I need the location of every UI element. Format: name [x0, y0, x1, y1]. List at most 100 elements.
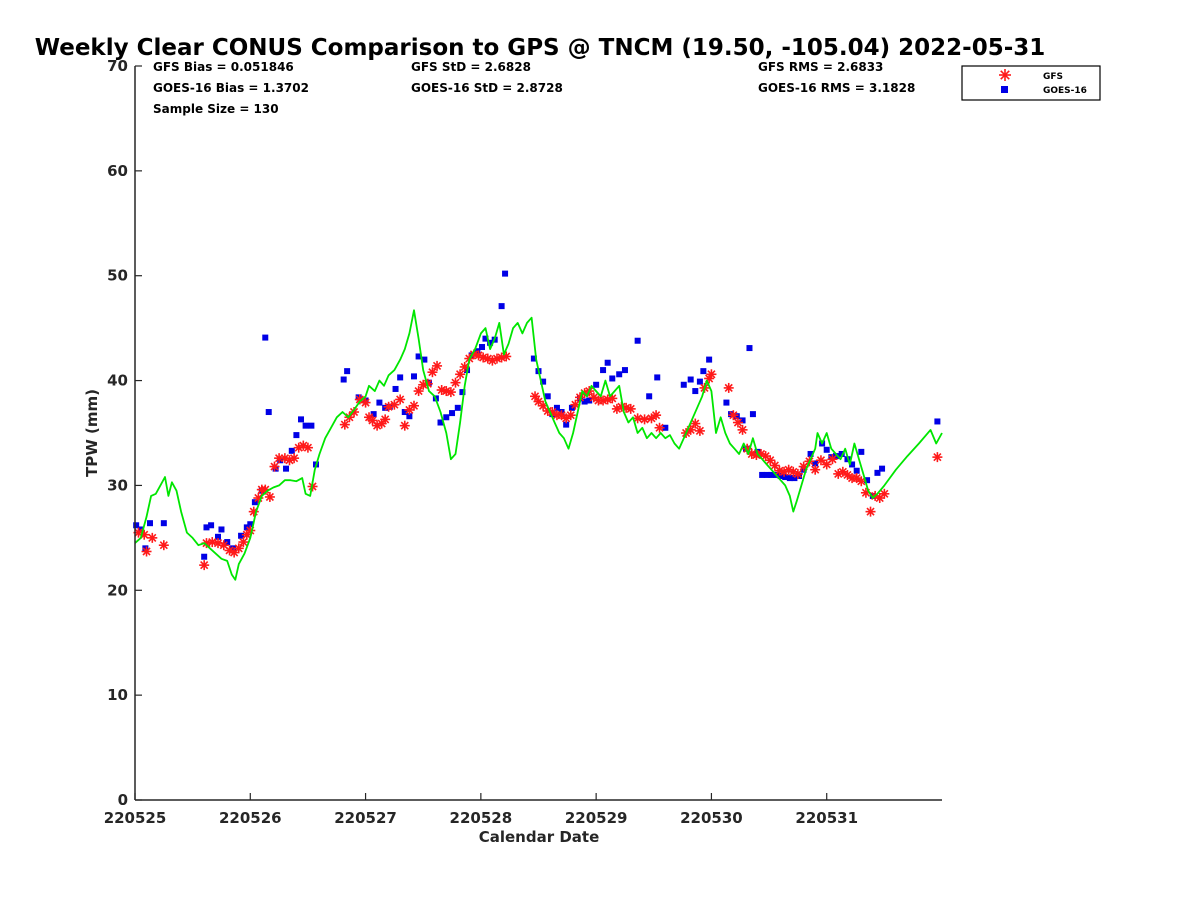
goes16-point [692, 388, 699, 395]
y-tick-label: 40 [107, 372, 128, 390]
gfs-point [427, 367, 438, 378]
statistics-panel: GFS Bias = 0.051846 GFS StD = 2.6828 GFS… [153, 60, 915, 116]
gfs-point [694, 425, 705, 436]
goes16-point [777, 472, 784, 479]
goes16-point [782, 474, 789, 481]
gfs-point [792, 468, 803, 479]
goes16-point [807, 450, 814, 457]
goes16-point [293, 432, 300, 439]
goes16-point [864, 477, 871, 484]
goes16-point [616, 371, 623, 378]
goes16-std: GOES-16 StD = 2.8728 [411, 81, 563, 95]
goes16-point [700, 368, 707, 375]
goes16-point [646, 393, 653, 400]
goes16-point [340, 376, 347, 383]
goes16-point [749, 411, 756, 418]
goes16-point [160, 520, 167, 527]
goes16-point [746, 345, 753, 352]
gfs-point [455, 369, 466, 380]
y-axis-label: TPW (mm) [83, 389, 101, 477]
gfs-point [360, 397, 371, 408]
goes16-point [723, 399, 730, 406]
goes16-point [879, 465, 886, 472]
gfs-point [865, 506, 876, 517]
gfs-point [690, 418, 701, 429]
goes16-point [609, 375, 616, 382]
goes16-point [437, 419, 444, 426]
gfs-point [783, 464, 794, 475]
goes16-point [786, 475, 793, 482]
goes16-point [421, 356, 428, 363]
goes16-point [201, 553, 208, 560]
goes16-point [858, 448, 865, 455]
goes16-point [288, 447, 295, 454]
gfs-point [651, 410, 662, 421]
series-gps-line [134, 309, 943, 581]
y-tick-label: 50 [107, 267, 128, 285]
goes16-point [208, 522, 215, 529]
gfs-point [565, 410, 576, 421]
gfs-point [530, 391, 541, 402]
gfs-point [815, 455, 826, 466]
gfs-point [827, 454, 838, 465]
gfs-point [147, 532, 158, 543]
gfs-point [625, 403, 636, 414]
goes16-point [238, 532, 245, 539]
goes16-point [530, 355, 537, 362]
goes16-bias: GOES-16 Bias = 1.3702 [153, 81, 309, 95]
series-gfs [133, 349, 943, 571]
gfs-point [399, 420, 410, 431]
goes16-point [581, 398, 588, 405]
goes16-point [696, 378, 703, 385]
gfs-point [932, 452, 943, 463]
goes16-point [265, 409, 272, 416]
legend-gfs-label: GFS [1043, 72, 1063, 82]
goes16-point [382, 404, 389, 411]
goes16-point [146, 520, 153, 527]
goes16-point [849, 461, 856, 468]
y-tick-label: 20 [107, 581, 128, 599]
y-ticks: 0 10 20 30 40 50 60 70 [107, 57, 142, 809]
goes16-rms: GOES-16 RMS = 3.1828 [758, 81, 915, 95]
goes16-point [680, 381, 687, 388]
gfs-point [289, 453, 300, 464]
goes16-point [302, 422, 309, 429]
legend-goes16-label: GOES-16 [1043, 86, 1087, 96]
goes16-point [459, 389, 466, 396]
goes16-point [443, 414, 450, 421]
goes16-point [791, 475, 798, 482]
gfs-point [810, 464, 821, 475]
x-tick-label: 220529 [565, 809, 628, 827]
y-tick-label: 70 [107, 57, 128, 75]
goes16-point [759, 471, 766, 478]
gfs-point [639, 414, 650, 425]
goes16-point [247, 521, 254, 528]
gfs-point [158, 540, 169, 551]
chart-title: Weekly Clear CONUS Comparison to GPS @ T… [35, 35, 1046, 61]
goes16-point [479, 344, 486, 351]
goes16-point [215, 533, 222, 540]
goes16-point [654, 374, 661, 381]
goes16-point [449, 410, 456, 417]
gfs-point [732, 417, 743, 428]
goes16-point [853, 467, 860, 474]
goes16-point [728, 411, 735, 418]
goes16-point [392, 385, 399, 392]
goes16-point [934, 418, 941, 425]
goes16-point [344, 368, 351, 375]
goes16-point [874, 469, 881, 476]
goes16-point [823, 446, 830, 453]
gfs-point [728, 410, 739, 421]
goes16-point [600, 367, 607, 374]
gfs-point [879, 488, 890, 499]
gfs-point [413, 386, 424, 397]
plot-series [133, 270, 943, 581]
goes16-point [251, 499, 258, 506]
gfs-point [706, 369, 717, 380]
gfs-point [445, 387, 456, 398]
gfs-point [395, 394, 406, 405]
goes16-point [763, 471, 770, 478]
goes16-point [142, 545, 149, 552]
goes16-point [454, 404, 461, 411]
legend-goes16-marker [1001, 86, 1008, 93]
